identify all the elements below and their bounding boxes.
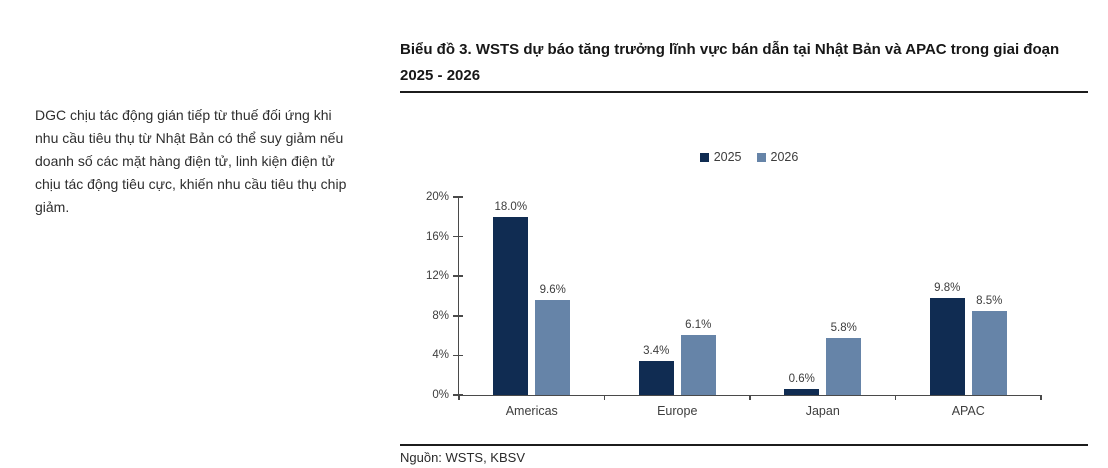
y-axis-tick: [453, 315, 463, 317]
bar-2025: 9.8%: [929, 282, 965, 395]
bar-value-label: 0.6%: [788, 373, 815, 386]
bar-group: 3.4% 6.1% Europe: [605, 197, 751, 418]
bar-2025: 18.0%: [493, 201, 529, 395]
category-label: Europe: [657, 404, 698, 418]
y-axis-label: 12%: [425, 270, 449, 283]
x-axis-tick: [1040, 395, 1042, 400]
y-axis-tick: [453, 196, 463, 198]
bar-value-label: 3.4%: [643, 345, 670, 358]
bar-2025: 3.4%: [638, 345, 674, 395]
y-axis-tick: [453, 275, 463, 277]
legend-label: 2026: [770, 150, 799, 164]
legend-item: 2026: [756, 150, 799, 164]
bar-group: 9.8% 8.5% APAC: [896, 197, 1042, 418]
y-axis-label: 20%: [425, 191, 449, 203]
bar-2025: 0.6%: [784, 373, 820, 395]
bar-value-label: 5.8%: [830, 321, 857, 334]
bar-chart: 2025 2026 18.0% 9.6% Americas 3.4% 6.1% Europe…: [400, 130, 1090, 435]
legend-swatch-icon: [699, 152, 709, 162]
bar-group: 18.0% 9.6% Americas: [459, 197, 605, 418]
bar-value-label: 9.6%: [539, 283, 566, 296]
x-axis-tick: [458, 395, 460, 400]
bar-2026: 8.5%: [971, 295, 1007, 395]
bar-value-label: 6.1%: [685, 318, 712, 331]
bar-2026: 9.6%: [535, 284, 571, 395]
bar-value-label: 9.8%: [934, 281, 961, 294]
y-axis-tick: [453, 235, 463, 238]
plot-area: 18.0% 9.6% Americas 3.4% 6.1% Europe 0.6% 5.8% J…: [426, 191, 1042, 418]
x-axis-tick: [749, 395, 751, 400]
category-label: Japan: [805, 404, 840, 418]
y-axis-tick: [453, 354, 463, 357]
x-axis-tick: [894, 395, 897, 400]
chart-source: Nguồn: WSTS, KBSV: [400, 444, 1088, 465]
bar-2026: 5.8%: [826, 322, 862, 395]
bar-groups: 18.0% 9.6% Americas 3.4% 6.1% Europe 0.6% 5.8% J…: [459, 197, 1042, 418]
x-axis-tick: [603, 395, 606, 400]
bar-group: 0.6% 5.8% Japan: [750, 197, 896, 418]
legend-item: 2025: [699, 150, 742, 164]
side-note: DGC chịu tác động gián tiếp từ thuế đối …: [35, 107, 347, 215]
bar-2026: 6.1%: [680, 319, 716, 395]
legend-label: 2025: [713, 150, 742, 164]
y-axis-label: 4%: [432, 349, 449, 362]
bar-value-label: 18.0%: [494, 200, 528, 213]
y-axis-label: 8%: [432, 309, 449, 322]
chart-legend: 2025 2026: [458, 150, 1040, 164]
category-label: APAC: [951, 404, 985, 418]
y-axis-label: 16%: [425, 230, 449, 243]
legend-swatch-icon: [756, 152, 766, 162]
y-axis-label: 0%: [432, 389, 449, 401]
category-label: Americas: [505, 404, 558, 418]
y-axis-tick: [453, 394, 463, 396]
chart-title: Biểu đồ 3. WSTS dự báo tăng trưởng lĩnh …: [400, 37, 1088, 93]
bar-value-label: 8.5%: [976, 294, 1003, 307]
